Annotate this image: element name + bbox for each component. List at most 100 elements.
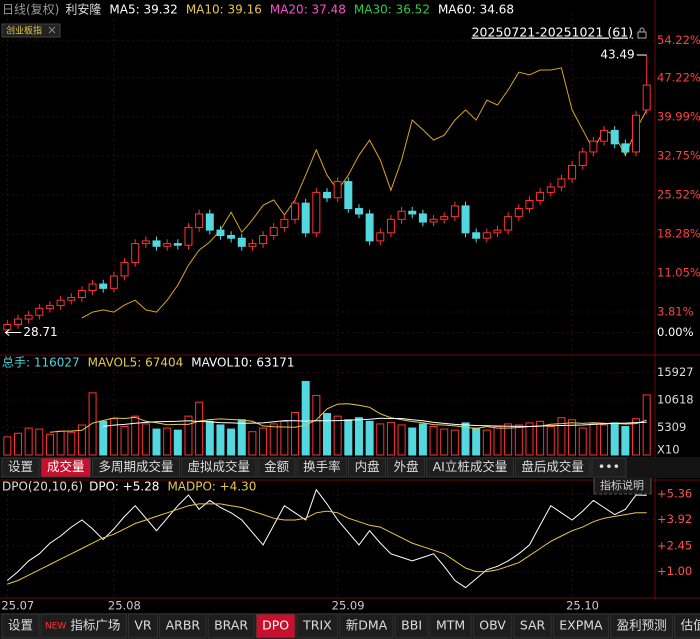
tab-bg[interactable] xyxy=(426,457,514,478)
tab[interactable]: 盘后成交量 xyxy=(521,459,584,474)
volume-bar xyxy=(77,424,86,456)
tab[interactable]: AI立桩成交量 xyxy=(433,459,508,474)
tab[interactable]: OBV xyxy=(479,618,506,633)
tab[interactable]: EXPMA xyxy=(559,618,603,633)
tab-bg[interactable] xyxy=(40,613,127,639)
tab-bg[interactable] xyxy=(339,613,394,639)
volume-bar xyxy=(450,429,459,456)
tab[interactable]: 虚拟成交量 xyxy=(188,459,251,474)
y-tick-label: 25.52% xyxy=(657,187,700,201)
tab-bg[interactable] xyxy=(394,613,429,639)
tab[interactable]: MTM xyxy=(436,618,465,633)
candle-body xyxy=(504,216,513,231)
volume-bar xyxy=(131,415,140,456)
candle-body xyxy=(514,208,523,218)
tab[interactable]: 内盘 xyxy=(355,459,380,474)
candle-body xyxy=(546,186,555,193)
tab-bg[interactable] xyxy=(127,613,159,639)
candle-body xyxy=(67,296,76,301)
candle-body xyxy=(109,275,118,289)
candle-body xyxy=(45,305,54,309)
candle-body xyxy=(610,129,619,145)
y-tick-label: 47.22% xyxy=(657,70,700,84)
tab[interactable]: BRAR xyxy=(214,618,248,633)
candle-body xyxy=(482,232,491,239)
candle-body xyxy=(301,202,310,234)
tab-bg[interactable] xyxy=(92,457,181,478)
tab-bg[interactable] xyxy=(674,613,700,639)
tab[interactable]: 外盘 xyxy=(394,459,419,474)
volume-bar xyxy=(642,394,651,456)
tab-bg[interactable] xyxy=(348,457,387,478)
tab-bg[interactable] xyxy=(514,457,591,478)
tab-bg[interactable] xyxy=(513,613,552,639)
tab-bg[interactable] xyxy=(472,613,513,639)
y-tick-label: 0.00% xyxy=(657,325,694,339)
candle-body xyxy=(120,261,129,277)
tab[interactable]: 估值 xyxy=(681,618,700,633)
candle-body xyxy=(131,243,140,263)
tab-bg[interactable] xyxy=(296,613,339,639)
legend-item: MA10: 39.16 xyxy=(186,3,262,17)
tab[interactable]: DPO xyxy=(262,618,289,633)
tab[interactable]: 金额 xyxy=(264,459,290,474)
tab-bg[interactable] xyxy=(296,457,348,478)
volume-bar xyxy=(99,420,108,456)
tab[interactable]: SAR xyxy=(520,618,546,633)
tab-bg[interactable] xyxy=(40,457,92,478)
tab-bg[interactable] xyxy=(207,613,255,639)
candle-body xyxy=(397,210,406,220)
volume-bar xyxy=(269,423,278,456)
volume-bar xyxy=(3,436,12,456)
candle-body xyxy=(152,240,161,247)
tab[interactable]: 设置 xyxy=(8,459,33,474)
tab-bg[interactable] xyxy=(387,457,426,478)
tab[interactable]: ARBR xyxy=(166,618,201,633)
volume-bar xyxy=(397,424,406,456)
date-range[interactable]: 20250721-20251021 (61) xyxy=(472,25,633,40)
candle-body xyxy=(173,243,182,246)
tab[interactable]: 指标广场 xyxy=(70,618,120,633)
tab-bg[interactable] xyxy=(1,457,40,478)
tab-bg[interactable] xyxy=(591,457,627,478)
tab[interactable]: 设置 xyxy=(8,618,33,633)
candle-body xyxy=(376,232,385,242)
tab[interactable]: 换手率 xyxy=(303,459,341,474)
tab[interactable]: VR xyxy=(134,618,152,633)
y-tick-label: +1.00 xyxy=(657,564,692,578)
volume-bar xyxy=(120,426,129,456)
volume-bar xyxy=(195,401,204,456)
volume-bar xyxy=(429,426,438,456)
volume-bar xyxy=(205,420,214,456)
volume-bar xyxy=(546,426,555,456)
tag-box[interactable] xyxy=(1,23,61,38)
legend-item: MAVOL5: 67404 xyxy=(88,356,184,370)
tab-bg[interactable] xyxy=(552,613,610,639)
tab-bg[interactable] xyxy=(159,613,207,639)
candle-body xyxy=(227,235,236,239)
y-tick-label: 18.28% xyxy=(657,226,700,240)
candle-body xyxy=(291,202,300,220)
tab[interactable]: 新DMA xyxy=(346,618,388,633)
y-tick-label: 15927 xyxy=(657,365,694,379)
volume-bar xyxy=(173,429,182,456)
legend-item: MA20: 37.48 xyxy=(270,3,346,17)
close-icon[interactable] xyxy=(48,26,56,34)
tab-bg[interactable] xyxy=(610,613,674,639)
x-tick-label: 25.09 xyxy=(332,599,365,613)
tab[interactable]: 盈利预测 xyxy=(617,618,667,633)
volume-bar xyxy=(344,419,353,456)
tab[interactable]: 成交量 xyxy=(47,459,85,474)
tab-bg[interactable] xyxy=(429,613,472,639)
tab-bg[interactable] xyxy=(1,613,40,639)
volume-bar xyxy=(280,420,289,456)
tab[interactable]: BBI xyxy=(401,618,422,633)
tab-bg[interactable] xyxy=(181,457,257,478)
tab[interactable]: TRIX xyxy=(302,618,332,633)
volume-bar xyxy=(632,418,641,456)
tab[interactable]: ••• xyxy=(598,459,620,474)
tab-bg[interactable] xyxy=(255,613,296,639)
tab-bg[interactable] xyxy=(257,457,296,478)
tab[interactable]: 多周期成交量 xyxy=(99,459,174,474)
